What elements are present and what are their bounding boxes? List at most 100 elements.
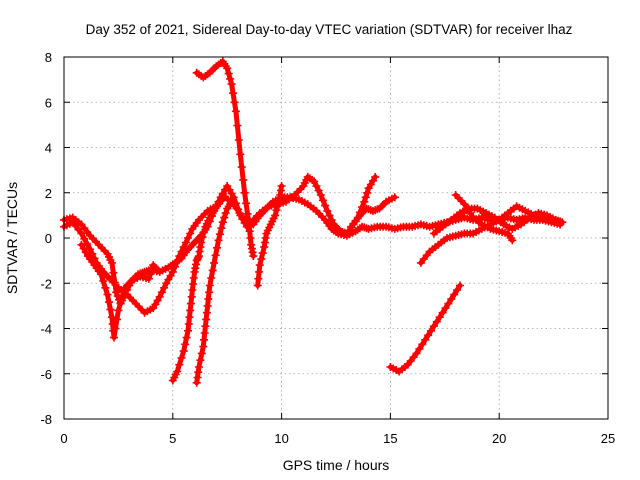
data-point <box>458 211 462 215</box>
data-point <box>175 370 179 373</box>
data-point <box>484 211 488 215</box>
data-point <box>428 250 432 254</box>
data-point <box>373 175 377 179</box>
data-point <box>203 324 207 328</box>
y-tick-label: -2 <box>40 276 52 291</box>
data-point <box>247 222 251 226</box>
data-point <box>164 281 168 285</box>
data-series-track-e <box>192 197 236 387</box>
data-series-track-k <box>347 172 380 231</box>
data-point <box>528 216 532 220</box>
series-markers <box>253 182 286 290</box>
data-point <box>182 349 186 353</box>
data-point <box>471 216 475 220</box>
data-point <box>306 202 310 206</box>
x-tick-label: 0 <box>60 431 67 446</box>
data-point <box>362 200 366 204</box>
data-point <box>208 216 212 220</box>
data-point <box>186 247 190 251</box>
data-point <box>256 284 260 287</box>
y-tick-label: 6 <box>45 95 52 110</box>
data-point <box>221 193 225 197</box>
data-point <box>193 241 197 244</box>
y-tick-label: -8 <box>40 412 52 427</box>
data-point <box>314 209 318 213</box>
data-series-track-j <box>429 204 567 238</box>
data-point <box>280 184 284 188</box>
data-point <box>406 363 410 367</box>
data-point <box>293 193 297 197</box>
data-point <box>177 254 181 258</box>
data-point <box>480 216 484 220</box>
data-point <box>471 232 475 235</box>
data-point <box>86 254 90 258</box>
data-point <box>171 379 175 382</box>
y-tick-label: 2 <box>45 186 52 201</box>
x-axis-label: GPS time / hours <box>283 457 390 473</box>
data-point <box>493 216 497 220</box>
data-point <box>480 222 484 226</box>
data-point <box>349 225 353 229</box>
data-point <box>269 222 273 226</box>
data-series-track-h <box>386 281 464 376</box>
data-point <box>134 302 138 306</box>
series-trace <box>61 183 563 307</box>
x-tick-label: 25 <box>601 431 615 446</box>
data-point <box>195 71 199 75</box>
data-point <box>367 186 371 190</box>
data-point <box>106 252 109 256</box>
data-point <box>273 213 277 217</box>
data-point <box>284 200 288 204</box>
data-point <box>225 184 229 188</box>
data-point <box>258 263 262 267</box>
data-point <box>225 66 229 70</box>
data-point <box>217 238 220 242</box>
data-point <box>197 254 201 258</box>
data-point <box>267 204 270 208</box>
data-point <box>345 232 349 235</box>
data-point <box>502 222 506 226</box>
data-point <box>554 218 558 222</box>
data-point <box>147 277 151 281</box>
data-point <box>225 207 229 211</box>
data-point <box>506 211 510 215</box>
data-point <box>325 209 329 213</box>
data-point <box>79 243 83 247</box>
data-point <box>214 64 218 68</box>
data-point <box>88 234 92 238</box>
data-point <box>138 275 142 278</box>
data-point <box>436 243 440 247</box>
data-point <box>156 268 160 272</box>
data-point <box>475 207 479 211</box>
data-series-track-a <box>60 182 565 308</box>
data-point <box>99 272 103 276</box>
data-point <box>338 229 342 233</box>
data-point <box>410 225 414 229</box>
data-point <box>186 329 190 333</box>
data-point <box>510 227 514 231</box>
data-point <box>415 351 418 355</box>
data-point <box>312 179 316 183</box>
data-point <box>323 218 327 222</box>
data-point <box>184 241 188 244</box>
data-point <box>560 220 564 224</box>
data-point <box>79 232 83 235</box>
data-point <box>71 220 75 224</box>
data-point <box>112 336 116 340</box>
data-point <box>130 279 133 283</box>
data-point <box>523 209 527 213</box>
data-point <box>419 261 423 265</box>
data-point <box>206 209 210 213</box>
data-point <box>497 229 501 233</box>
data-point <box>264 232 268 235</box>
data-point <box>378 207 381 211</box>
data-point <box>230 200 234 204</box>
data-point <box>454 193 458 197</box>
data-point <box>188 308 192 312</box>
data-point <box>249 243 253 247</box>
plot-area <box>60 57 567 387</box>
data-point <box>297 198 301 201</box>
data-point <box>423 338 427 342</box>
x-tick-label: 5 <box>169 431 176 446</box>
data-point <box>203 225 207 229</box>
